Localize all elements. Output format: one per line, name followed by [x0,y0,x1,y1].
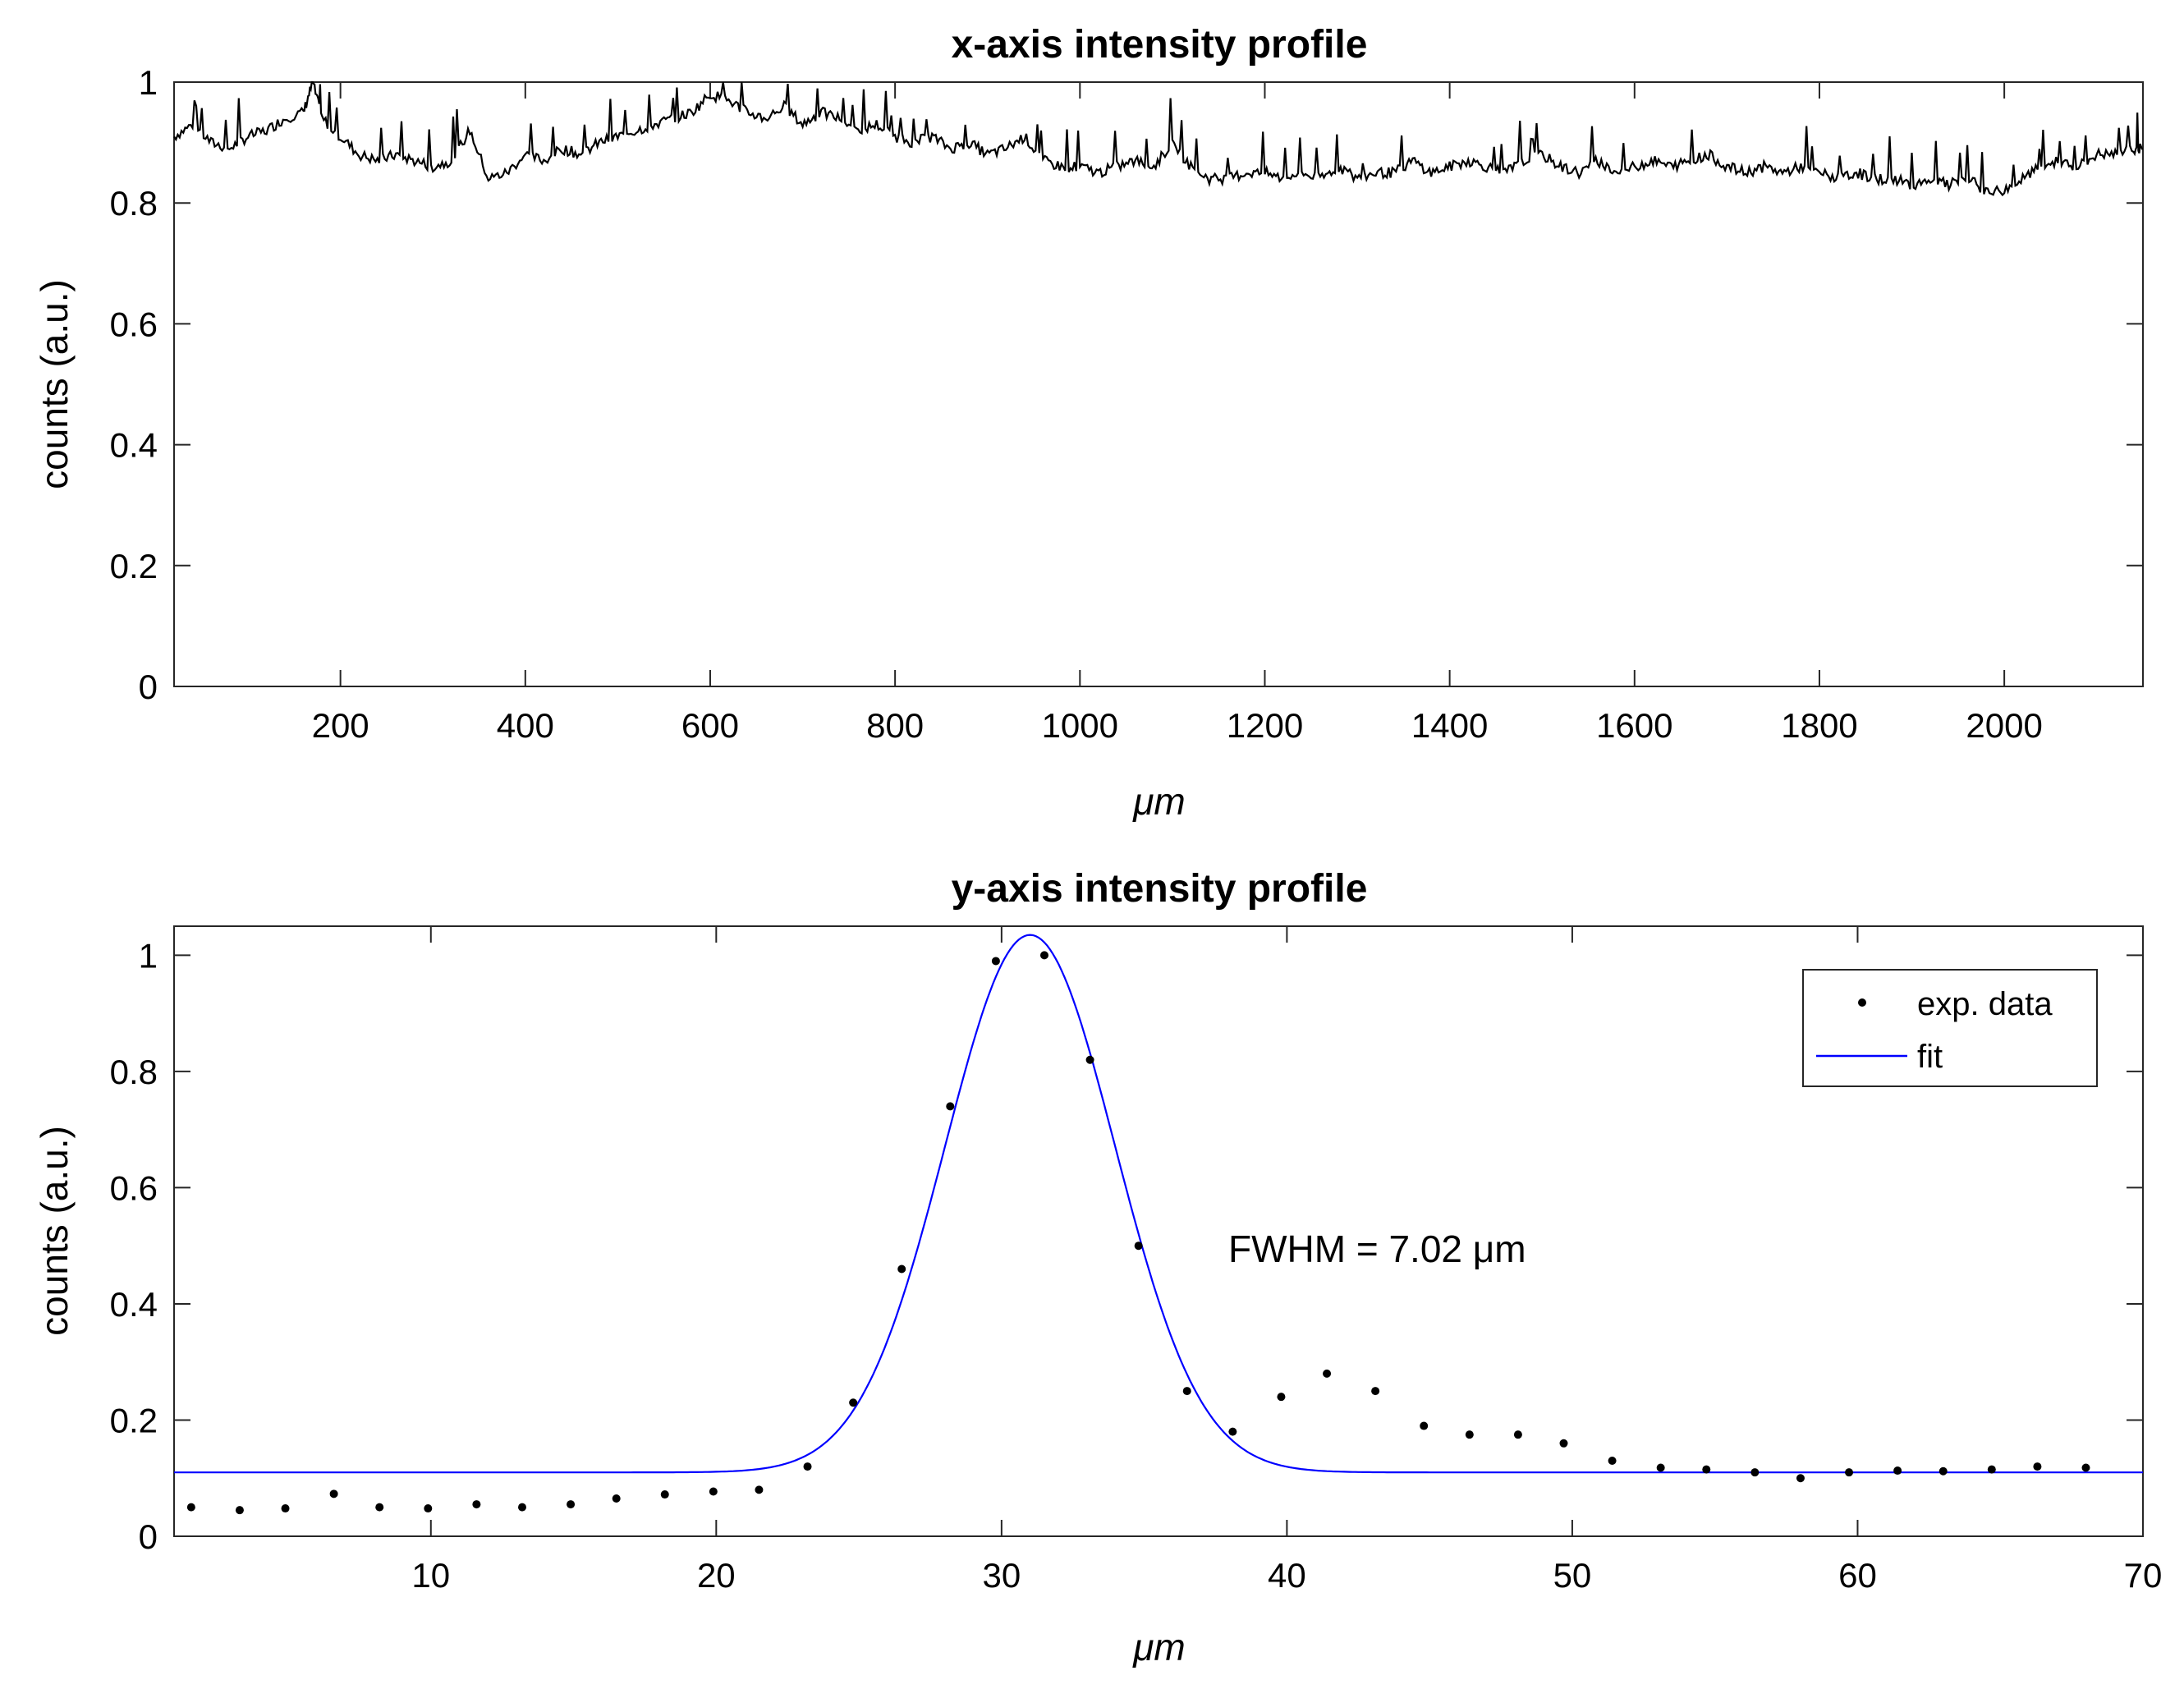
exp-data-point [1559,1439,1568,1448]
exp-data-point [1987,1465,1996,1474]
y-profile-plot-frame [173,925,2144,1537]
y-profile-ytick-label: 0.2 [110,1401,158,1439]
exp-data-point [1702,1465,1711,1474]
exp-data-point [1939,1466,1948,1476]
exp-data-point [1608,1457,1617,1466]
exp-data-point [186,1503,195,1512]
x-profile-plot-frame [173,81,2144,687]
y-profile-ticks: 10 20 30 40 50 60 70 0 0.2 0.4 0.6 0.8 1 [110,926,2163,1595]
exp-data-point [517,1503,526,1512]
exp-data-point [235,1506,244,1515]
exp-data-point [2081,1463,2090,1472]
y-profile-xtick-label: 50 [1553,1556,1592,1595]
y-profile-ytick-label: 1 [139,936,158,975]
y-profile-xtick-label: 60 [1838,1556,1877,1595]
legend-label-exp-data: exp. data [1917,986,2053,1022]
x-profile-ytick-label: 0.6 [110,305,158,343]
exp-data-point [1277,1393,1286,1402]
exp-data-point [803,1462,812,1471]
x-profile-series-line [173,80,2144,197]
exp-data-point [1465,1430,1474,1439]
x-profile-xlabel: μm [1132,780,1186,823]
exp-data-point [849,1398,858,1407]
legend-marker-exp-data [1858,998,1866,1007]
y-profile-xtick-label: 70 [2124,1556,2163,1595]
y-profile-xtick-label: 20 [697,1556,736,1595]
exp-data-point [946,1102,955,1111]
exp-data-point [1796,1474,1805,1483]
x-profile-xtick-label: 200 [312,706,369,745]
fit-curve [174,934,2143,1474]
x-profile-xtick-label: 1800 [1781,706,1857,745]
exp-data-point [1656,1463,1665,1472]
x-profile-ytick-label: 0.4 [110,426,158,465]
y-profile-ytick-label: 0 [139,1517,158,1556]
x-profile-ytick-label: 0 [139,668,158,706]
exp-data-point [1750,1468,1760,1477]
x-profile-ytick-label: 0.2 [110,547,158,585]
exp-data-point [755,1485,764,1494]
exp-data-point [612,1494,621,1503]
y-profile-xlabel: μm [1132,1626,1186,1668]
exp-data-point [1371,1387,1380,1396]
x-profile-ylabel: counts (a.u.) [33,279,76,489]
exp-data-point [2033,1462,2042,1471]
y-profile-xtick-label: 40 [1268,1556,1306,1595]
exp-data-point [709,1487,718,1496]
x-profile-ticks: 200 400 600 800 1000 1200 1400 1600 1800 2000 0 0.2… [110,63,2143,745]
exp-data-point [660,1490,669,1499]
exp-data-point [1323,1369,1332,1378]
x-profile-xtick-label: 1400 [1411,706,1488,745]
exp-data-point [897,1264,906,1274]
x-profile-xtick-label: 1600 [1596,706,1672,745]
exp-data-point [991,957,1000,966]
legend: exp. data fit [1802,969,2098,1087]
x-profile-xtick-label: 1200 [1227,706,1303,745]
y-profile-ytick-label: 0.8 [110,1053,158,1091]
exp-data-points [186,951,2090,1515]
exp-data-point [1893,1466,1902,1476]
exp-data-point [1845,1468,1854,1477]
x-profile-xtick-label: 800 [866,706,924,745]
x-profile-title: x-axis intensity profile [952,23,1368,67]
exp-data-point [281,1504,290,1513]
fwhm-annotation: FWHM = 7.02 μm [1228,1228,1526,1270]
exp-data-point [1182,1387,1191,1396]
exp-data-point [1085,1055,1094,1064]
x-profile-axes: x-axis intensity profile 200 400 600 800 100… [33,23,2144,823]
exp-data-point [375,1503,384,1512]
exp-data-point [1134,1242,1143,1251]
x-profile-xtick-label: 2000 [1966,706,2042,745]
exp-data-point [1039,951,1048,960]
exp-data-point [329,1489,338,1499]
x-profile-ytick-label: 1 [139,63,158,102]
x-profile-xtick-label: 1000 [1042,706,1118,745]
legend-box [1802,969,2098,1087]
y-profile-xtick-label: 30 [982,1556,1021,1595]
exp-data-point [1228,1427,1237,1436]
exp-data-point [1420,1421,1429,1430]
exp-data-point [472,1500,481,1509]
x-profile-xtick-label: 600 [681,706,739,745]
exp-data-point [1513,1430,1522,1439]
exp-data-point [567,1500,576,1509]
x-profile-xtick-label: 400 [497,706,554,745]
exp-data-point [424,1504,433,1513]
y-profile-ylabel: counts (a.u.) [33,1126,76,1336]
y-profile-ytick-label: 0.4 [110,1285,158,1324]
y-profile-axes: y-axis intensity profile 10 20 30 40 50 60 700… [33,867,2162,1668]
x-profile-ytick-label: 0.8 [110,184,158,223]
y-profile-title: y-axis intensity profile [952,867,1368,911]
y-profile-ytick-label: 0.6 [110,1168,158,1207]
legend-label-fit: fit [1917,1039,1943,1075]
y-profile-xtick-label: 10 [411,1556,450,1595]
